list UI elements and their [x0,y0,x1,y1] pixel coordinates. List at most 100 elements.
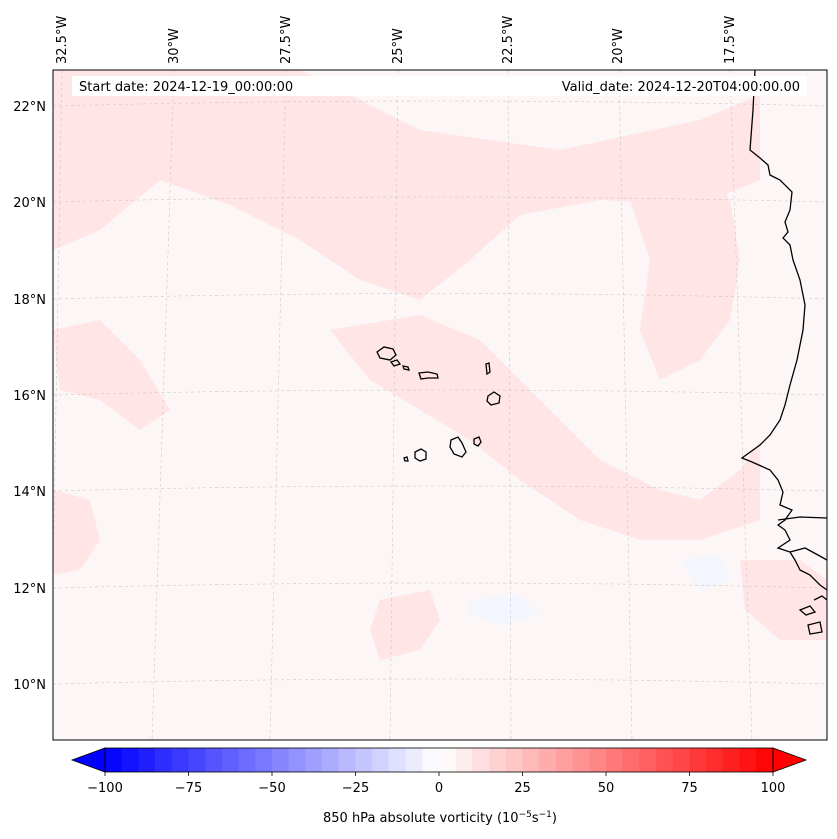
lat-label-16n: 16°N [13,389,46,404]
colorbar-segment [121,748,139,772]
island-sao-vicente [389,359,402,367]
colorbar-segment [171,748,189,772]
colorbar-segment [455,748,473,772]
lon-label-17-5w: 17.5°W [723,16,738,64]
vorticity-patch-southeast [740,560,827,640]
info-box [72,76,807,96]
parallel-10n [53,678,827,685]
guinea-coast [813,595,827,601]
vorticity-patch-center [330,315,760,540]
map-panel: Start date: 2024-12-19_00:00:00 Valid_da… [52,69,828,741]
colorbar-segment [606,748,624,772]
latitude-labels: 22°N 20°N 18°N 16°N 14°N 12°N 10°N [13,100,46,693]
island-maio [473,436,482,447]
colorbar-segment [739,748,757,772]
vorticity-patch-west [53,490,100,575]
colorbar-segment [388,748,406,772]
lat-label-18n: 18°N [13,293,46,308]
colorbar-segment [255,748,273,772]
colorbar-extend-max [772,747,808,773]
island-fogo [414,448,427,462]
colorbar-segment [489,748,507,772]
vorticity-patch-east [630,140,740,380]
africa-coastline [740,70,827,591]
lon-label-25w: 25°W [391,28,406,64]
colorbar-tick-label: 25 [514,781,531,796]
colorbar-segment [205,748,223,772]
colorbar-extend-min [70,747,106,773]
meridian-30w [151,70,175,740]
vorticity-patch-left-mid [53,320,170,430]
lon-label-20w: 20°W [611,28,626,64]
guinea-bissau-coast [789,547,827,561]
colorbar-segment [522,748,540,772]
lat-label-12n: 12°N [13,582,46,597]
colorbar-segment [706,748,724,772]
island-santiago [449,436,467,458]
island-brava [403,456,409,462]
colorbar-segment [439,748,457,772]
colorbar-ticks: −100 −75 −50 −25 0 25 50 75 100 [87,772,785,796]
colorbar-segment [155,748,173,772]
meridian-20w [618,70,633,740]
lat-label-14n: 14°N [13,485,46,500]
colorbar: −100 −75 −50 −25 0 25 50 75 100 850 hPa absolute… [70,747,808,826]
colorbar-segment [656,748,674,772]
colorbar-segment [539,748,557,772]
colorbar-segment [405,748,423,772]
parallel-12n [53,582,827,589]
colorbar-segment [689,748,707,772]
parallel-14n [53,485,827,492]
colorbar-segments [105,748,774,772]
bijagos-islands [798,605,823,635]
colorbar-segment [505,748,523,772]
colorbar-tick-label: −75 [175,781,202,796]
meridian-27-5w [269,70,287,740]
lon-label-22-5w: 22.5°W [501,16,516,64]
colorbar-segment [355,748,373,772]
longitude-labels: 32.5°W 30°W 27.5°W 25°W 22.5°W 20°W 17.5… [55,16,738,64]
vorticity-field [53,70,827,660]
lon-label-27-5w: 27.5°W [279,16,294,64]
meridian-22-5w [507,70,512,740]
colorbar-segment [238,748,256,772]
colorbar-segment [221,748,239,772]
island-boa-vista [486,391,501,406]
colorbar-segment [756,748,774,772]
colorbar-segment [372,748,390,772]
colorbar-tick-label: 75 [681,781,698,796]
colorbar-segment [272,748,290,772]
colorbar-segment [555,748,573,772]
colorbar-segment [622,748,640,772]
colorbar-segment [188,748,206,772]
island-sao-nicolau [418,371,439,380]
colorbar-tick-label: −25 [342,781,369,796]
valid-date-label: Valid_date: 2024-12-20T04:00:00.00 [562,80,800,95]
colorbar-segment [672,748,690,772]
colorbar-segment [338,748,356,772]
parallel-20n [53,196,827,203]
colorbar-tick-label: 100 [761,781,786,796]
colorbar-segment [138,748,156,772]
island-santa-luzia [402,365,410,371]
colorbar-tick-label: 50 [598,781,615,796]
parallel-18n [53,293,827,300]
colorbar-segment [288,748,306,772]
vorticity-weak-negative-2 [680,555,730,590]
lat-label-20n: 20°N [13,196,46,211]
graticule [53,70,827,740]
colorbar-segment [472,748,490,772]
colorbar-segment [305,748,323,772]
colorbar-tick-label: −100 [87,781,123,796]
parallel-16n [53,389,827,396]
parallel-22n [53,100,827,107]
coastlines [376,70,827,635]
island-santo-antao [376,346,397,361]
lon-label-30w: 30°W [167,28,182,64]
gambia-river [777,516,827,521]
lat-label-22n: 22°N [13,100,46,115]
vorticity-patch-north [53,70,760,300]
colorbar-tick-label: 0 [435,781,443,796]
lat-label-10n: 10°N [13,678,46,693]
